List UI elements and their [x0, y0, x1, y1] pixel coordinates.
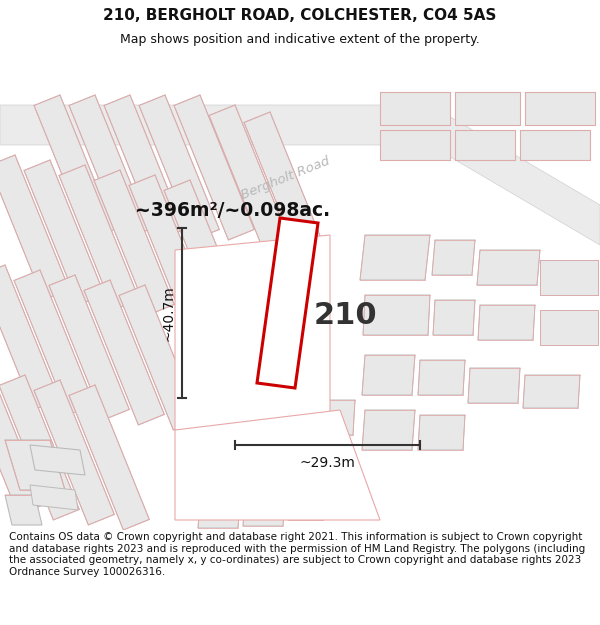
Polygon shape: [69, 95, 149, 240]
Polygon shape: [380, 130, 450, 160]
Polygon shape: [253, 450, 300, 485]
Polygon shape: [540, 310, 598, 345]
Polygon shape: [198, 500, 240, 528]
Polygon shape: [288, 493, 325, 520]
Text: 210, BERGHOLT ROAD, COLCHESTER, CO4 5AS: 210, BERGHOLT ROAD, COLCHESTER, CO4 5AS: [103, 8, 497, 22]
Polygon shape: [362, 410, 415, 450]
Polygon shape: [478, 305, 535, 340]
Text: ~29.3m: ~29.3m: [299, 456, 355, 470]
Polygon shape: [0, 155, 70, 300]
Polygon shape: [433, 300, 475, 335]
Polygon shape: [0, 265, 59, 410]
Polygon shape: [164, 180, 244, 325]
Polygon shape: [0, 370, 44, 515]
Polygon shape: [195, 410, 255, 450]
Polygon shape: [5, 495, 42, 525]
Polygon shape: [34, 95, 115, 240]
Polygon shape: [30, 485, 78, 510]
Polygon shape: [257, 218, 318, 388]
Polygon shape: [468, 368, 520, 403]
Polygon shape: [84, 280, 164, 425]
Polygon shape: [104, 95, 184, 240]
Polygon shape: [308, 400, 355, 435]
Polygon shape: [363, 295, 430, 335]
Polygon shape: [200, 455, 250, 495]
Text: ~396m²/~0.098ac.: ~396m²/~0.098ac.: [135, 201, 330, 219]
Polygon shape: [455, 130, 515, 160]
Polygon shape: [418, 415, 465, 450]
Polygon shape: [175, 410, 380, 520]
Text: Bergholt Road: Bergholt Road: [239, 154, 331, 202]
Polygon shape: [362, 355, 415, 395]
Polygon shape: [30, 445, 85, 475]
Polygon shape: [0, 375, 79, 520]
Polygon shape: [49, 275, 130, 420]
Polygon shape: [418, 360, 465, 395]
Polygon shape: [119, 285, 199, 430]
Polygon shape: [540, 260, 598, 295]
Polygon shape: [34, 380, 115, 525]
Polygon shape: [129, 175, 209, 320]
Polygon shape: [525, 92, 595, 125]
Polygon shape: [243, 498, 285, 526]
Polygon shape: [14, 270, 94, 415]
Polygon shape: [477, 250, 540, 285]
Text: Contains OS data © Crown copyright and database right 2021. This information is : Contains OS data © Crown copyright and d…: [9, 532, 585, 577]
Polygon shape: [175, 235, 330, 430]
Polygon shape: [0, 105, 600, 245]
Polygon shape: [139, 95, 220, 240]
Polygon shape: [303, 445, 345, 478]
Polygon shape: [59, 165, 139, 310]
Polygon shape: [24, 160, 104, 305]
Text: Map shows position and indicative extent of the property.: Map shows position and indicative extent…: [120, 34, 480, 46]
Polygon shape: [432, 240, 475, 275]
Polygon shape: [5, 440, 65, 490]
Polygon shape: [520, 130, 590, 160]
Text: ~40.7m: ~40.7m: [161, 285, 175, 341]
Text: 210: 210: [313, 301, 377, 329]
Polygon shape: [174, 95, 254, 240]
Polygon shape: [244, 112, 325, 257]
Polygon shape: [94, 170, 175, 315]
Polygon shape: [257, 405, 305, 440]
Polygon shape: [69, 385, 149, 530]
Polygon shape: [360, 235, 430, 280]
Polygon shape: [209, 105, 289, 250]
Polygon shape: [523, 375, 580, 408]
Polygon shape: [455, 92, 520, 125]
Polygon shape: [380, 92, 450, 125]
